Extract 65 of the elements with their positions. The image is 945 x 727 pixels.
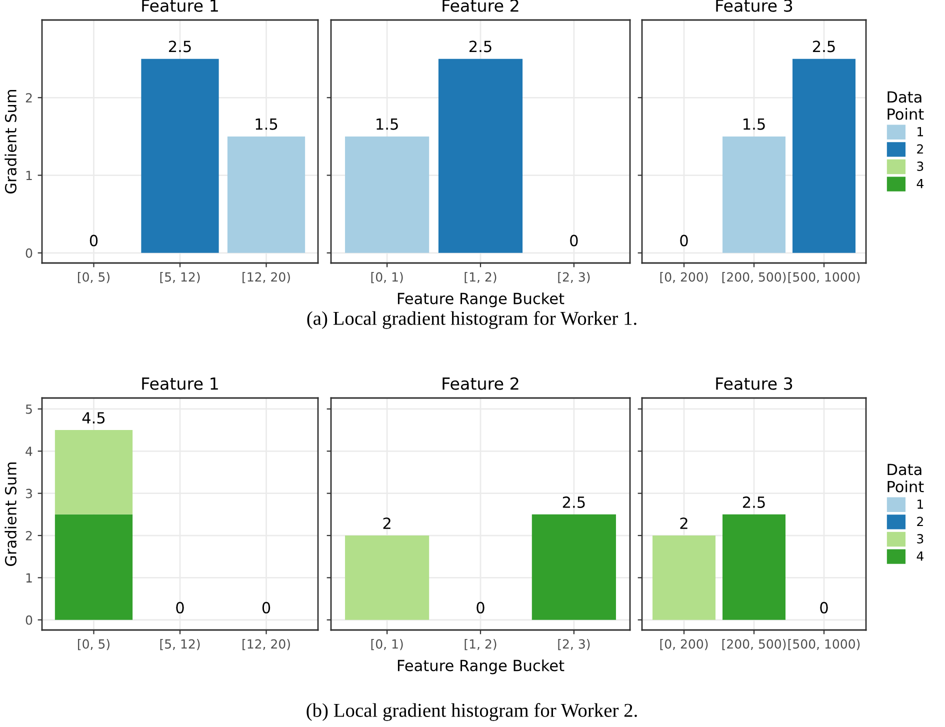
y-tick-label: 1	[26, 573, 32, 582]
chart-title: Feature 1	[142, 0, 218, 12]
total-label: 1.5	[376, 118, 398, 130]
legend-label: 2	[917, 144, 923, 154]
y-axis-title: Gradient Sum	[4, 462, 17, 566]
x-tick-label: [0, 5)	[78, 639, 110, 650]
x-tick-label: [5, 12)	[160, 639, 200, 650]
legend-label: 2	[917, 516, 923, 526]
legend-label: 1	[918, 500, 924, 509]
text: 0	[476, 602, 484, 614]
total-label: 2.5	[168, 40, 191, 52]
x-tick-label: [200, 500)	[722, 639, 786, 650]
y-tick-label: 2	[26, 530, 32, 540]
text: 0	[680, 234, 688, 246]
chart-title: Feature 3	[716, 377, 792, 390]
y-tick-label: 0	[26, 615, 32, 625]
chart-title: Feature 2	[442, 377, 518, 390]
legend-label: 4	[916, 552, 924, 561]
y-tick-label: 2	[26, 93, 32, 102]
y-tick-label: 1	[26, 170, 32, 180]
x-tick-label: [12, 20)	[242, 272, 290, 284]
total-label: 4.5	[82, 412, 105, 424]
x-tick-label: [1, 2)	[464, 639, 496, 650]
x-axis-title: Feature Range Bucket	[398, 659, 564, 674]
legend-title: Data Point	[888, 464, 924, 492]
x-tick-label: [0, 1)	[371, 272, 403, 284]
x-tick-label: [0, 200)	[660, 639, 708, 650]
total-label: 2	[383, 518, 390, 529]
y-tick-label: 4	[26, 446, 32, 456]
legend-label: 3	[917, 162, 924, 171]
text: (a) Local gradient histogram for Worker 1.	[307, 311, 636, 329]
y-tick-label: 3	[26, 488, 32, 498]
text: 0	[820, 602, 828, 614]
total-label: 1.5	[256, 118, 278, 130]
total-label: 2.5	[742, 496, 765, 508]
x-tick-label: [0, 200)	[660, 272, 708, 284]
total-label: 2	[680, 518, 688, 529]
x-tick-label: [0, 1)	[371, 639, 403, 650]
text: 0	[90, 234, 98, 246]
x-tick-label: [5, 12)	[160, 272, 200, 284]
total-label: 2.5	[812, 40, 835, 52]
text: (b) Local gradient histogram for Worker 2.	[306, 703, 637, 721]
legend-title: Data Point	[888, 91, 924, 120]
y-tick-label: 0	[26, 248, 32, 258]
total-label: 2.5	[562, 496, 585, 508]
legend-label: 4	[916, 179, 924, 188]
x-tick-label: [200, 500)	[722, 272, 786, 284]
y-axis-title: Gradient Sum	[4, 90, 17, 194]
chart-title: Feature 1	[142, 378, 218, 390]
x-tick-label: [2, 3)	[558, 639, 590, 650]
legend-label: 3	[917, 534, 924, 544]
text: 0	[176, 602, 184, 614]
text: 0	[570, 234, 578, 246]
x-tick-label: [12, 20)	[242, 639, 290, 650]
x-tick-label: [2, 3)	[558, 272, 590, 284]
x-tick-label: [500, 1000)	[788, 639, 860, 650]
legend-label: 1	[918, 127, 924, 136]
x-tick-label: [0, 5)	[78, 272, 110, 284]
total-label: 1.5	[744, 118, 765, 130]
x-axis-title: Feature Range Bucket	[398, 292, 564, 308]
x-tick-label: [500, 1000)	[788, 272, 860, 284]
y-tick-label: 5	[26, 404, 32, 414]
text: 0	[262, 602, 270, 614]
x-tick-label: [1, 2)	[464, 272, 496, 284]
total-label: 2.5	[469, 40, 492, 52]
